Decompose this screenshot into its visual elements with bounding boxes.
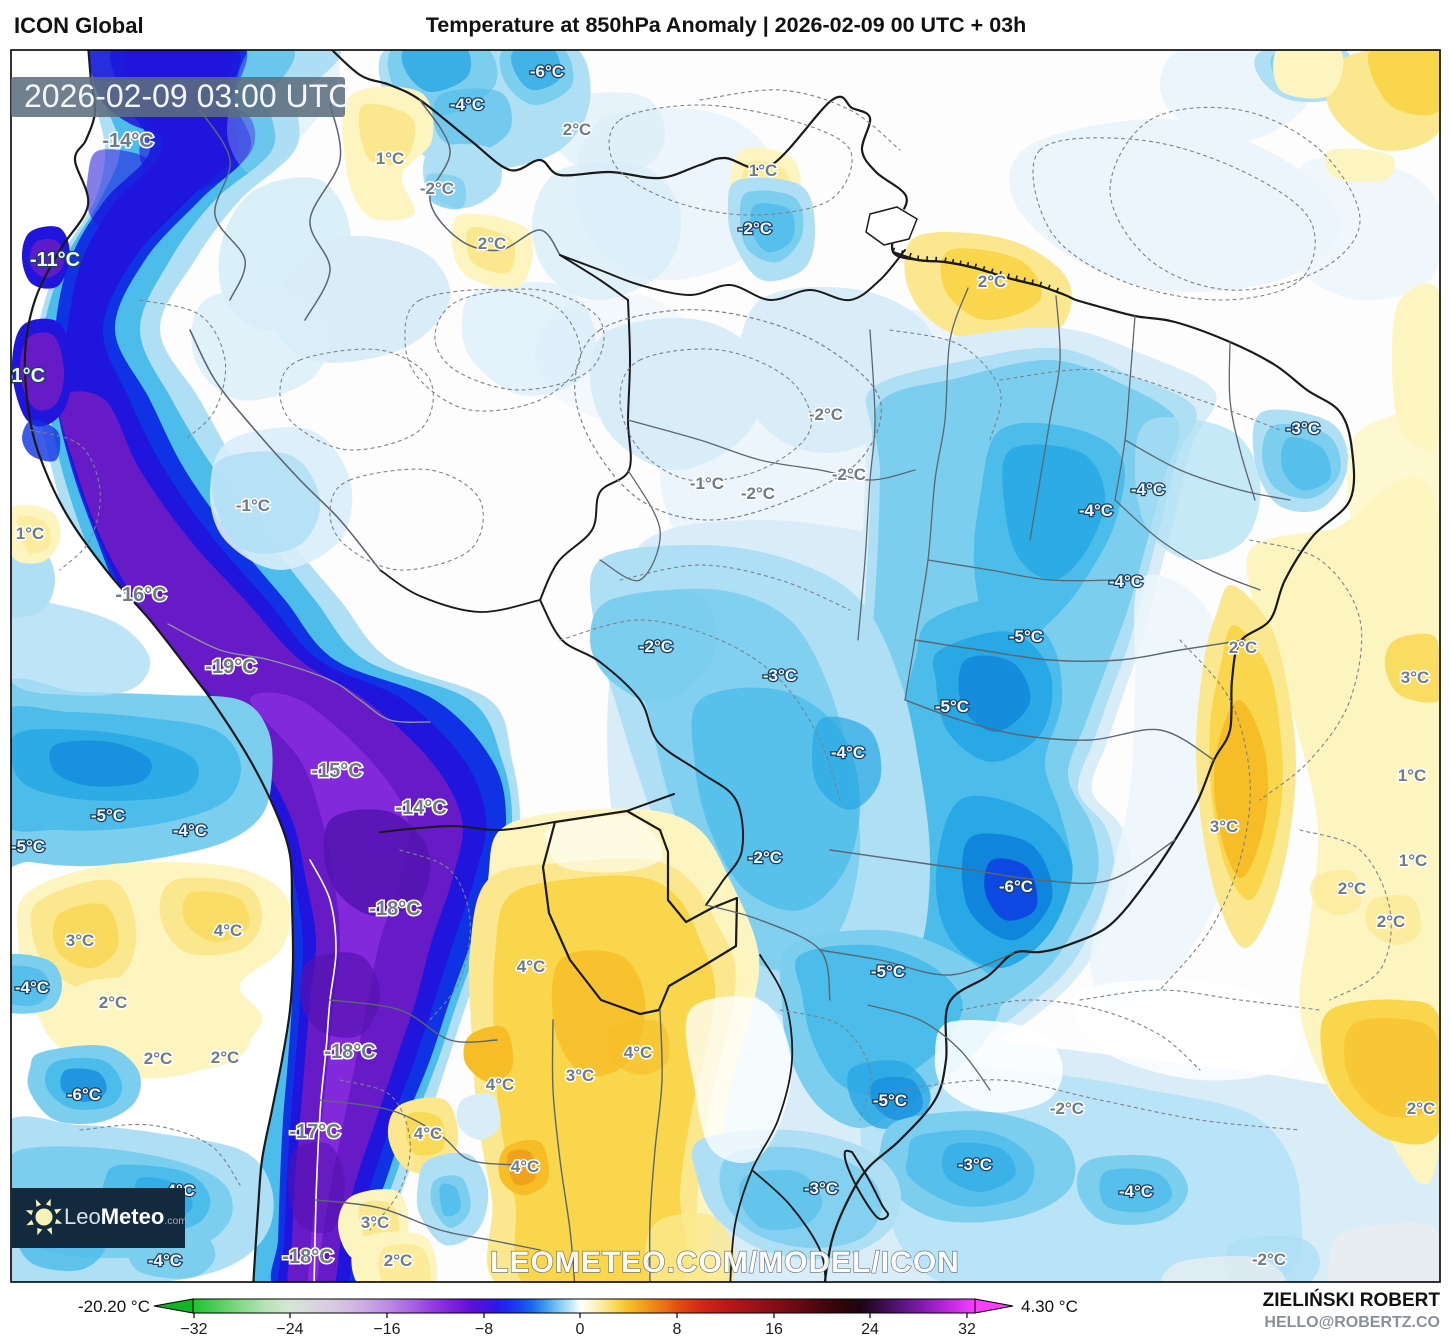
svg-text:24: 24 [861, 1321, 879, 1338]
svg-text:-5°C: -5°C [1009, 627, 1043, 646]
svg-text:2°C: 2°C [1338, 879, 1367, 898]
svg-text:-5°C: -5°C [871, 962, 905, 981]
svg-text:-2°C: -2°C [420, 179, 454, 198]
svg-text:-6°C: -6°C [999, 877, 1033, 896]
svg-text:-4°C: -4°C [15, 978, 49, 997]
svg-text:4°C: 4°C [517, 957, 546, 976]
svg-text:-2°C: -2°C [639, 637, 673, 656]
svg-text:2°C: 2°C [1377, 912, 1406, 931]
svg-text:-2°C: -2°C [832, 465, 866, 484]
svg-text:1°C: 1°C [749, 161, 778, 180]
svg-text:-4°C: -4°C [1119, 1182, 1153, 1201]
svg-text:−32: −32 [180, 1321, 207, 1338]
svg-text:2°C: 2°C [563, 120, 592, 139]
svg-text:-2°C: -2°C [1050, 1099, 1084, 1118]
svg-text:-6°C: -6°C [530, 62, 564, 81]
svg-text:4°C: 4°C [214, 921, 243, 940]
svg-text:0: 0 [576, 1321, 585, 1338]
svg-text:-11°C: -11°C [30, 249, 80, 271]
svg-text:-2°C: -2°C [748, 848, 782, 867]
svg-text:-19°C: -19°C [205, 656, 256, 678]
svg-text:4°C: 4°C [511, 1157, 540, 1176]
svg-text:-17°C: -17°C [289, 1121, 340, 1143]
svg-text:-18°C: -18°C [324, 1041, 375, 1063]
svg-text:−16: −16 [373, 1321, 400, 1338]
svg-text:-3°C: -3°C [763, 666, 797, 685]
svg-text:8: 8 [673, 1321, 682, 1338]
svg-text:-2°C: -2°C [1252, 1250, 1286, 1269]
svg-text:2°C: 2°C [144, 1049, 173, 1068]
svg-text:-20.20 °C: -20.20 °C [78, 1297, 150, 1316]
svg-text:HELLO@ROBERTZ.CO: HELLO@ROBERTZ.CO [1264, 1314, 1440, 1331]
svg-text:-18°C: -18°C [369, 898, 420, 920]
svg-text:3°C: 3°C [361, 1213, 390, 1232]
svg-text:1°C: 1°C [16, 524, 45, 543]
svg-text:3°C: 3°C [1401, 668, 1430, 687]
svg-text:4.30 °C: 4.30 °C [1021, 1297, 1078, 1316]
svg-text:-4°C: -4°C [1109, 572, 1143, 591]
svg-text:-16°C: -16°C [115, 584, 166, 606]
svg-text:-4°C: -4°C [148, 1251, 182, 1270]
svg-text:2°C: 2°C [211, 1048, 240, 1067]
svg-text:1°C: 1°C [376, 149, 405, 168]
svg-text:1°C: 1°C [1398, 766, 1427, 785]
svg-text:3°C: 3°C [1210, 817, 1239, 836]
svg-text:-1°C: -1°C [690, 474, 724, 493]
svg-text:-5°C: -5°C [873, 1091, 907, 1110]
svg-text:-2°C: -2°C [809, 405, 843, 424]
svg-text:-4°C: -4°C [831, 743, 865, 762]
svg-text:LEOMETEO.COM/MODEL/ICON: LEOMETEO.COM/MODEL/ICON [490, 1246, 960, 1279]
svg-text:16: 16 [765, 1321, 783, 1338]
svg-text:-4°C: -4°C [450, 95, 484, 114]
svg-text:-4°C: -4°C [1079, 501, 1113, 520]
svg-text:2°C: 2°C [978, 272, 1007, 291]
svg-text:2°C: 2°C [1407, 1099, 1436, 1118]
svg-text:4°C: 4°C [486, 1075, 515, 1094]
svg-text:-1°C: -1°C [236, 496, 270, 515]
svg-text:2°C: 2°C [478, 234, 507, 253]
svg-text:-6°C: -6°C [67, 1085, 101, 1104]
svg-text:−8: −8 [475, 1321, 493, 1338]
svg-text:-4°C: -4°C [173, 821, 207, 840]
svg-text:2°C: 2°C [384, 1251, 413, 1270]
svg-text:-15°C: -15°C [311, 760, 362, 782]
svg-text:-3°C: -3°C [804, 1179, 838, 1198]
svg-text:-3°C: -3°C [1286, 419, 1320, 438]
svg-text:1°C: 1°C [1399, 851, 1428, 870]
svg-text:-14°C: -14°C [395, 797, 446, 819]
svg-text:-5°C: -5°C [935, 697, 969, 716]
svg-text:-14°C: -14°C [102, 130, 153, 152]
svg-text:ZIELIŃSKI ROBERT: ZIELIŃSKI ROBERT [1263, 1289, 1441, 1311]
svg-text:-2°C: -2°C [738, 219, 772, 238]
svg-text:-3°C: -3°C [958, 1155, 992, 1174]
svg-text:4°C: 4°C [624, 1043, 653, 1062]
svg-text:3°C: 3°C [566, 1066, 595, 1085]
svg-text:3°C: 3°C [66, 931, 95, 950]
svg-text:−24: −24 [276, 1321, 303, 1338]
svg-text:2026-02-09 03:00 UTC: 2026-02-09 03:00 UTC [24, 78, 351, 114]
svg-text:-18°C: -18°C [282, 1246, 333, 1268]
svg-text:-5°C: -5°C [91, 806, 125, 825]
svg-text:-2°C: -2°C [741, 484, 775, 503]
svg-text:-5°C: -5°C [11, 837, 45, 856]
svg-text:32: 32 [958, 1321, 976, 1338]
svg-text:ICON Global: ICON Global [14, 13, 144, 38]
svg-text:2°C: 2°C [1229, 638, 1258, 657]
svg-text:-4°C: -4°C [1131, 480, 1165, 499]
svg-text:4°C: 4°C [414, 1124, 443, 1143]
svg-text:Temperature at 850hPa Anomaly: Temperature at 850hPa Anomaly | 2026-02-… [426, 13, 1027, 37]
svg-text:2°C: 2°C [99, 993, 128, 1012]
